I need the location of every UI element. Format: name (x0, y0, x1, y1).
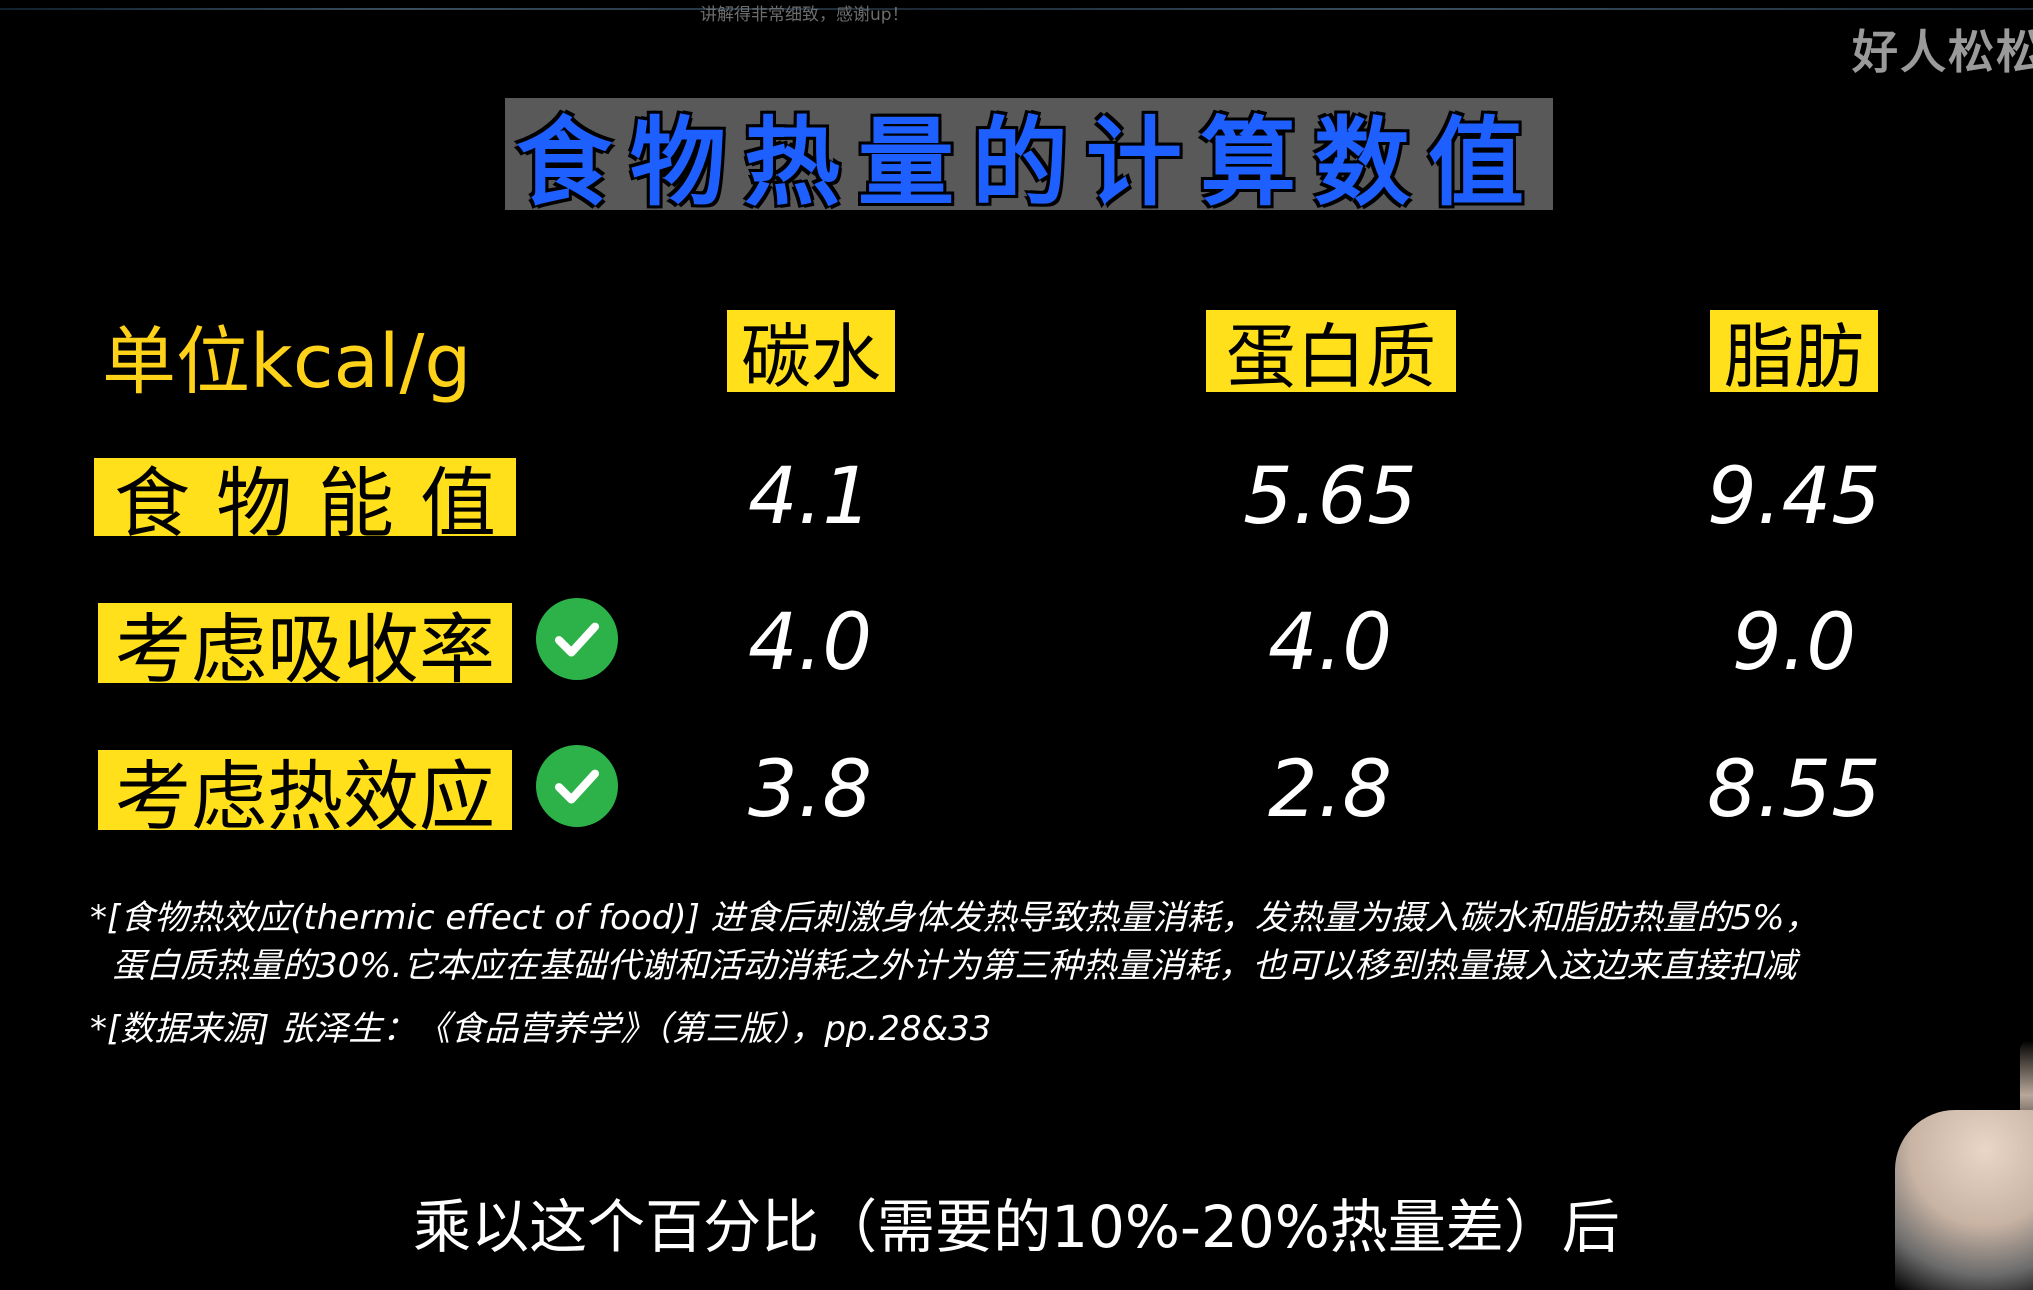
slide-title-box: 食物热量的计算数值 (505, 98, 1553, 219)
row-label-thermic-effect: 考虑热效应 (98, 750, 512, 841)
value-cell: 8.55 (1707, 745, 1881, 835)
value-cell: 4.0 (1267, 598, 1393, 688)
video-subtitle: 乘以这个百分比（需要的10%-20%热量差）后 (413, 1193, 1620, 1261)
footnote-thermic-effect: *[食物热效应(thermic effect of food)] 进食后刺激身体… (90, 898, 1819, 938)
column-header-carb: 碳水 (727, 310, 895, 398)
channel-watermark: 好人松松 (1852, 25, 2033, 79)
slide-title: 食物热量的计算数值 (516, 106, 1542, 219)
check-circle-icon (536, 598, 618, 680)
value-cell: 4.0 (747, 598, 873, 688)
column-header-fat: 脂肪 (1710, 310, 1878, 398)
row-label-absorption: 考虑吸收率 (98, 603, 512, 694)
unit-label: 单位kcal/g (102, 319, 472, 405)
value-cell: 4.1 (747, 452, 873, 542)
value-cell: 9.45 (1707, 452, 1881, 542)
value-cell: 3.8 (747, 745, 873, 835)
danmaku-comment: 讲解得非常细致，感谢up！ (700, 5, 909, 25)
value-cell: 5.65 (1243, 452, 1417, 542)
top-divider (0, 8, 2033, 10)
check-circle-icon (536, 745, 618, 827)
row-label-food-energy: 食物能值 (94, 458, 516, 548)
column-header-protein: 蛋白质 (1206, 310, 1456, 398)
value-cell: 2.8 (1267, 745, 1393, 835)
presenter-video (1895, 1110, 2033, 1290)
footnote-source: *[数据来源] 张泽生：《食品营养学》（第三版），pp.28&33 (90, 1009, 992, 1049)
footnote-thermic-effect-cont: 蛋白质热量的30%.它本应在基础代谢和活动消耗之外计为第三种热量消耗，也可以移到… (112, 946, 1797, 986)
value-cell: 9.0 (1731, 598, 1857, 688)
